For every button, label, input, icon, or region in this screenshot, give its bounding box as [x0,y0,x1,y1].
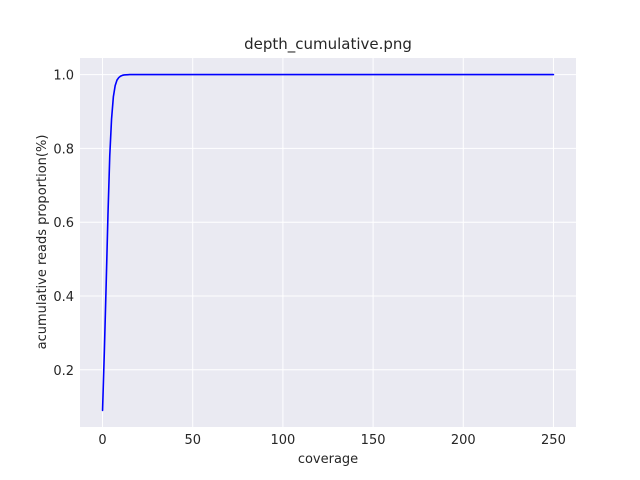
chart-title: depth_cumulative.png [244,35,412,54]
y-tick-label: 0.8 [53,142,74,157]
y-axis-ticks: 0.2 0.4 0.6 0.8 1.0 [53,69,74,379]
x-tick-label: 0 [98,433,106,448]
x-tick-label: 250 [541,433,566,448]
y-tick-label: 0.6 [53,216,74,231]
y-tick-label: 0.4 [53,290,74,305]
series-line [101,73,555,412]
y-axis-label: acumulative reads proportion(%) [35,135,50,350]
plot-area [80,58,576,427]
y-tick-label: 1.0 [53,69,74,84]
x-tick-label: 200 [451,433,476,448]
x-axis-ticks: 0 50 100 150 200 250 [98,433,565,448]
x-tick-label: 100 [270,433,295,448]
x-tick-label: 150 [361,433,386,448]
x-axis-label: coverage [298,452,358,467]
x-tick-label: 50 [184,433,201,448]
y-tick-label: 0.2 [53,364,74,379]
series-layer [101,73,555,412]
